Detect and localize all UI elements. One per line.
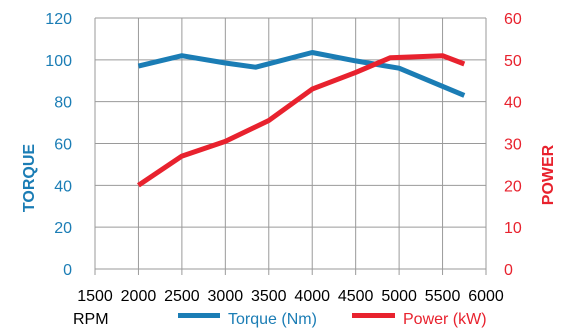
right-tick-label: 40 [504,95,522,112]
right-tick-label: 20 [504,178,522,195]
x-tick-label: 4500 [338,288,374,305]
left-axis-ticks: 0 20 40 60 80 100 120 [45,11,72,279]
left-tick-label: 60 [54,137,72,154]
x-tick-label: 6000 [468,288,504,305]
series-line-power [137,53,466,188]
left-tick-label: 40 [54,178,72,195]
x-axis-title: RPM [73,311,109,328]
x-tick-label: 2500 [164,288,200,305]
left-tick-label: 80 [54,95,72,112]
left-axis-title: TORQUE [21,144,38,212]
x-tick-label: 3500 [251,288,287,305]
series-line-torque [137,50,466,98]
x-tick-label: 1500 [77,288,113,305]
left-tick-label: 0 [63,262,72,279]
left-tick-label: 20 [54,220,72,237]
legend-swatch-power [352,313,395,318]
right-tick-label: 50 [504,53,522,70]
x-axis-ticks: 1500 2000 2500 3000 3500 4000 4500 5000 5500 6000 [77,288,504,305]
x-tick-label: 5500 [425,288,461,305]
right-tick-label: 10 [504,220,522,237]
right-tick-label: 0 [504,262,513,279]
legend-swatch-torque [178,313,220,318]
legend-label-torque: Torque (Nm) [228,311,317,328]
x-tick-label: 2000 [121,288,157,305]
x-tick-label: 4000 [294,288,330,305]
left-tick-label: 120 [45,11,72,28]
right-tick-label: 30 [504,137,522,154]
grid [94,17,487,275]
x-tick-label: 5000 [381,288,417,305]
legend: Torque (Nm) Power (kW) [178,311,487,328]
series-lines [137,50,466,188]
x-tick-label: 3000 [208,288,244,305]
left-tick-label: 100 [45,53,72,70]
right-axis-title: POWER [540,144,557,205]
right-tick-label: 60 [504,11,522,28]
right-axis-ticks: 0 10 20 30 40 50 60 [504,11,522,279]
legend-label-power: Power (kW) [403,311,487,328]
